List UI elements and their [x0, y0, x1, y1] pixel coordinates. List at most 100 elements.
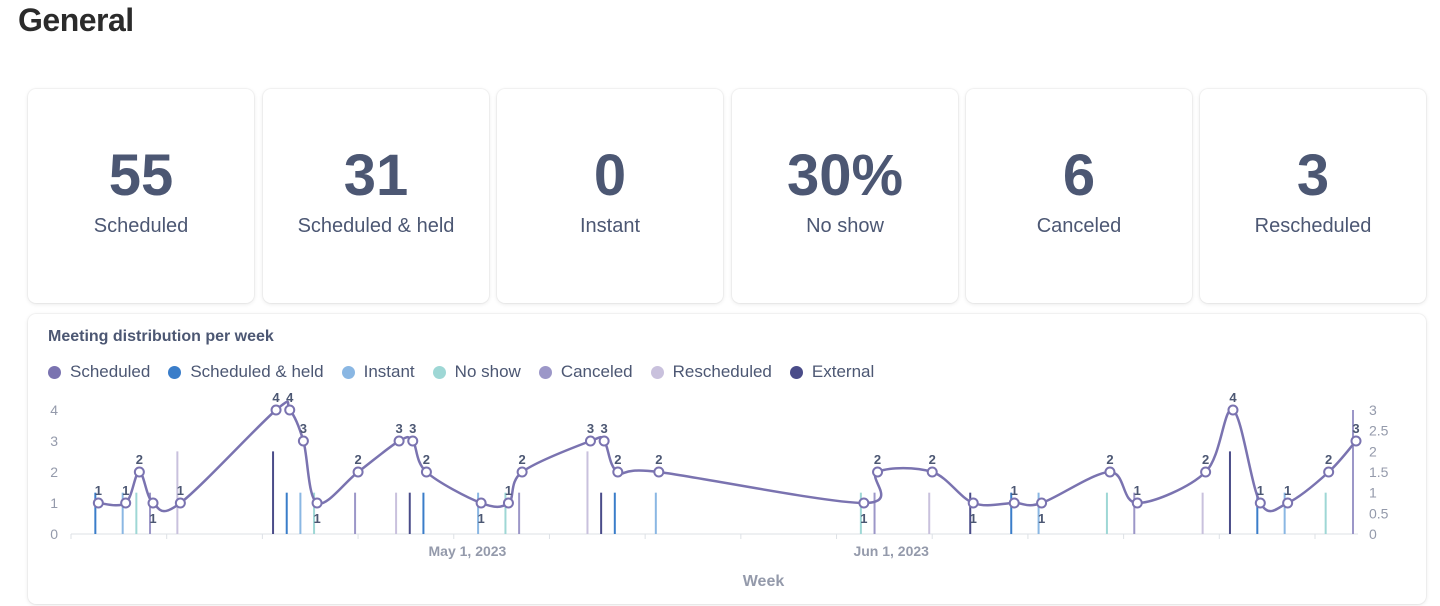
data-label: 1: [122, 483, 129, 498]
data-label: 1: [1011, 483, 1018, 498]
data-point: [284, 404, 296, 416]
data-label: 2: [614, 452, 621, 467]
data-label: 3: [1352, 421, 1359, 436]
legend-dot-icon: [432, 365, 446, 379]
legend-dot-icon: [341, 365, 355, 379]
y-left-tick-label: 4: [50, 402, 58, 418]
stat-card-canceled[interactable]: 6 Canceled: [966, 89, 1192, 303]
y-right-tick-label: 3: [1369, 402, 1377, 418]
data-point: [352, 466, 364, 478]
data-label: 4: [1229, 390, 1237, 405]
data-label: 3: [300, 421, 307, 436]
data-label: 3: [587, 421, 594, 436]
legend-item-no-show[interactable]: No show: [432, 362, 521, 382]
data-label: 1: [1134, 483, 1141, 498]
data-label: 1: [477, 511, 484, 526]
stat-card-scheduled-held[interactable]: 31 Scheduled & held: [263, 89, 489, 303]
data-label: 1: [313, 511, 320, 526]
x-tick-label: Jun 1, 2023: [853, 543, 929, 559]
legend-dot-icon: [789, 365, 803, 379]
y-right-tick-label: 1: [1369, 485, 1377, 501]
legend-label: Canceled: [560, 362, 633, 381]
legend-dot-icon: [650, 365, 664, 379]
data-point: [1227, 404, 1239, 416]
data-label: 2: [1106, 452, 1113, 467]
data-label: 2: [874, 452, 881, 467]
legend-label: Scheduled: [70, 362, 151, 381]
data-point: [1200, 466, 1212, 478]
legend-item-instant[interactable]: Instant: [341, 362, 415, 382]
data-point: [1323, 466, 1335, 478]
x-tick-label: May 1, 2023: [429, 543, 507, 559]
data-point: [1104, 466, 1116, 478]
data-point: [92, 497, 104, 509]
data-label: 4: [272, 390, 280, 405]
data-point: [297, 435, 309, 447]
stat-card-rescheduled[interactable]: 3 Rescheduled: [1200, 89, 1426, 303]
legend-item-scheduled-held[interactable]: Scheduled & held: [168, 362, 324, 382]
data-label: 2: [1325, 452, 1332, 467]
y-left-tick-label: 2: [50, 464, 58, 480]
data-point: [120, 497, 132, 509]
y-left-tick-label: 1: [50, 495, 58, 511]
data-point: [311, 497, 323, 509]
data-point: [872, 466, 884, 478]
data-point: [1036, 497, 1048, 509]
data-point: [407, 435, 419, 447]
data-point: [598, 435, 610, 447]
data-label: 3: [601, 421, 608, 436]
data-point: [858, 497, 870, 509]
data-label: 4: [286, 390, 294, 405]
legend-item-canceled[interactable]: Canceled: [538, 362, 633, 382]
legend-item-external[interactable]: External: [789, 362, 874, 382]
stat-card-scheduled[interactable]: 55 Scheduled: [28, 89, 254, 303]
legend-label: Instant: [363, 362, 415, 381]
y-left-tick-label: 3: [50, 433, 58, 449]
stat-card-no-show[interactable]: 30% No show: [732, 89, 958, 303]
stat-label: Scheduled: [93, 215, 189, 237]
data-point: [420, 466, 432, 478]
stat-value: 55: [108, 143, 174, 208]
data-point: [653, 466, 665, 478]
data-label: 1: [95, 483, 102, 498]
data-point: [1282, 497, 1294, 509]
y-left-tick-label: 0: [50, 526, 58, 542]
data-label: 2: [518, 452, 525, 467]
stat-value: 30%: [786, 143, 904, 208]
data-point: [967, 497, 979, 509]
data-label: 2: [655, 452, 662, 467]
data-point: [133, 466, 145, 478]
legend-item-scheduled[interactable]: Scheduled: [48, 362, 150, 382]
legend-label: No show: [454, 362, 521, 381]
data-point: [584, 435, 596, 447]
data-label: 3: [395, 421, 402, 436]
data-label: 1: [177, 483, 184, 498]
data-label: 3: [409, 421, 416, 436]
stat-label: No show: [806, 215, 884, 237]
stat-label: Instant: [579, 215, 641, 237]
data-label: 2: [929, 452, 936, 467]
y-right-tick-label: 0: [1369, 526, 1377, 542]
data-point: [1131, 497, 1143, 509]
data-label: 1: [860, 511, 867, 526]
data-label: 2: [423, 452, 430, 467]
stat-value: 31: [343, 143, 409, 208]
legend-dot-icon: [168, 365, 182, 379]
chart-legend: Scheduled Scheduled & held Instant No sh…: [48, 362, 874, 382]
data-point: [393, 435, 405, 447]
stat-value: 3: [1296, 143, 1330, 208]
data-point: [147, 497, 159, 509]
stat-card-instant[interactable]: 0 Instant: [497, 89, 723, 303]
data-point: [926, 466, 938, 478]
legend-dot-icon: [48, 365, 61, 379]
data-point: [1350, 435, 1362, 447]
legend-item-rescheduled[interactable]: Rescheduled: [650, 362, 772, 382]
legend-dot-icon: [538, 365, 552, 379]
data-point: [270, 404, 282, 416]
data-point: [502, 497, 514, 509]
data-label: 2: [136, 452, 143, 467]
data-label: 1: [1038, 511, 1045, 526]
data-label: 1: [149, 511, 156, 526]
x-axis-label: Week: [743, 573, 785, 590]
